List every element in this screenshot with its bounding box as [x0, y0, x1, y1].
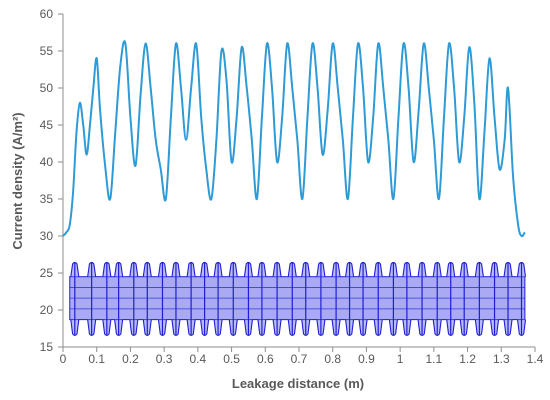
- y-tick-label: 50: [40, 81, 54, 95]
- current-density-line: [62, 40, 526, 238]
- y-tick-label: 55: [40, 44, 54, 58]
- y-tick-label: 15: [40, 340, 54, 354]
- y-tick-label: 30: [40, 229, 54, 243]
- chart-axes: [58, 13, 536, 352]
- x-tick-label: 0.1: [88, 352, 105, 366]
- y-axis-label: Current density (A/m²): [10, 112, 25, 249]
- x-tick-label: 0.5: [223, 352, 240, 366]
- x-tick-label: 1: [397, 352, 404, 366]
- x-tick-label: 1.2: [459, 352, 476, 366]
- series-group: [62, 40, 526, 238]
- x-tick-labels: 0 0.1 0.2 0.3 0.4 0.5 0.6 0.7 0.8 0.9 1 1.1 1.2 1.3 1.…: [60, 352, 544, 366]
- x-tick-label: 0.2: [122, 352, 139, 366]
- x-tick-label: 1.3: [493, 352, 510, 366]
- insulator-shape: [69, 261, 527, 336]
- y-tick-label: 25: [40, 266, 54, 280]
- x-tick-label: 0: [60, 352, 67, 366]
- x-tick-label: 0.8: [324, 352, 341, 366]
- y-tick-label: 60: [40, 7, 54, 21]
- y-tick-label: 20: [40, 303, 54, 317]
- x-tick-label: 1.4: [527, 352, 544, 366]
- y-tick-label: 35: [40, 192, 54, 206]
- y-tick-label: 45: [40, 118, 54, 132]
- x-tick-label: 0.9: [358, 352, 375, 366]
- y-tick-labels: 15 20 25 30 35 40 45 50 55 60: [40, 7, 54, 354]
- x-tick-label: 0.3: [156, 352, 173, 366]
- x-tick-label: 0.4: [190, 352, 207, 366]
- x-axis-label: Leakage distance (m): [232, 376, 364, 391]
- y-tick-label: 40: [40, 155, 54, 169]
- x-tick-label: 0.7: [291, 352, 308, 366]
- x-tick-label: 1.1: [426, 352, 443, 366]
- x-tick-label: 0.6: [257, 352, 274, 366]
